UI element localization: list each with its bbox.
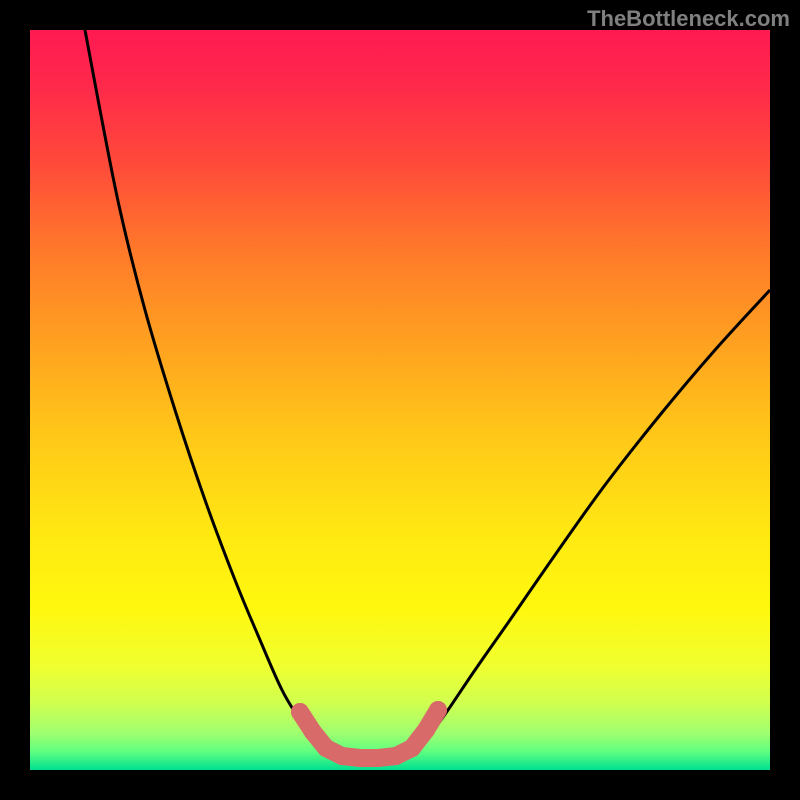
chart-frame: TheBottleneck.com [0, 0, 800, 800]
plot-background [30, 30, 770, 770]
bottleneck-chart [0, 0, 800, 800]
watermark-text: TheBottleneck.com [587, 6, 790, 32]
